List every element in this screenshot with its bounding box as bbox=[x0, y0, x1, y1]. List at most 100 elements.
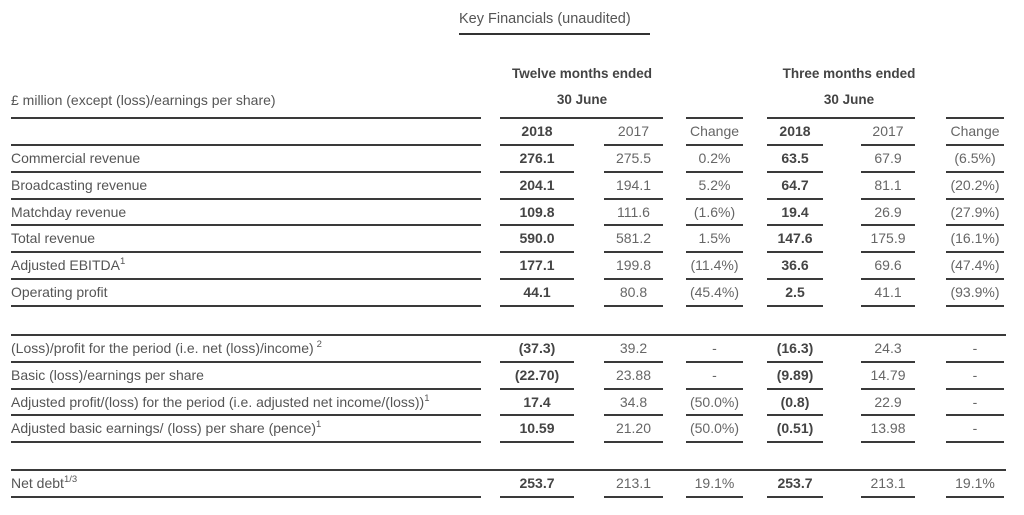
table-cell: (45.4%) bbox=[689, 284, 740, 300]
table-cell: 19.4 bbox=[781, 203, 809, 220]
row-rule bbox=[11, 441, 481, 443]
row-label: Net debt1/3 bbox=[11, 473, 77, 493]
row-rule bbox=[686, 171, 743, 173]
row-rule bbox=[11, 171, 481, 173]
row-label-text: Adjusted basic earnings/ (loss) per shar… bbox=[11, 420, 317, 437]
column-header: Change bbox=[950, 123, 1000, 139]
table-cell: (11.4%) bbox=[690, 257, 739, 274]
footnote-marker: 1 bbox=[119, 256, 126, 268]
row-rule bbox=[767, 361, 823, 363]
row-rule bbox=[11, 198, 481, 200]
table-cell: 2.5 bbox=[785, 284, 805, 300]
header-rule bbox=[946, 117, 1004, 119]
table-cell: 26.9 bbox=[874, 203, 902, 220]
table-cell: 204.1 bbox=[519, 176, 555, 193]
table-cell: 41.1 bbox=[874, 284, 902, 300]
row-rule bbox=[604, 388, 663, 390]
row-rule bbox=[11, 305, 481, 307]
column-header: 2017 bbox=[617, 123, 650, 139]
row-rule bbox=[686, 388, 743, 390]
row-rule bbox=[500, 496, 574, 498]
table-cell: 19.1% bbox=[694, 475, 735, 491]
row-rule bbox=[861, 198, 915, 200]
row-label-text: Matchday revenue bbox=[11, 203, 127, 220]
row-rule bbox=[767, 198, 823, 200]
row-label: Adjusted basic earnings/ (loss) per shar… bbox=[11, 418, 321, 438]
row-rule bbox=[500, 361, 574, 363]
table-cell: (27.9%) bbox=[950, 203, 1000, 220]
group-header-twelve-months: Twelve months ended 30 June bbox=[511, 66, 653, 107]
header-rule bbox=[686, 117, 743, 119]
row-rule bbox=[946, 144, 1004, 146]
table-cell: (6.5%) bbox=[954, 150, 996, 166]
table-cell: (50.0%) bbox=[689, 420, 740, 437]
section-rule bbox=[11, 334, 1006, 336]
row-rule bbox=[861, 305, 915, 307]
table-cell: (93.9%) bbox=[950, 284, 1000, 300]
row-label-text: Adjusted EBITDA bbox=[11, 257, 120, 274]
row-rule bbox=[686, 305, 743, 307]
row-rule bbox=[604, 251, 663, 253]
row-rule bbox=[604, 361, 663, 363]
table-cell: 199.8 bbox=[615, 257, 652, 274]
row-rule bbox=[946, 496, 1004, 498]
row-rule bbox=[946, 278, 1004, 280]
row-label: (Loss)/profit for the period (i.e. net (… bbox=[11, 338, 322, 358]
header-rule bbox=[11, 117, 481, 119]
table-cell: 63.5 bbox=[781, 150, 809, 166]
row-rule bbox=[686, 198, 743, 200]
row-rule bbox=[946, 171, 1004, 173]
row-rule bbox=[604, 224, 663, 226]
row-label-text: Basic (loss)/earnings per share bbox=[11, 366, 204, 383]
table-cell: 17.4 bbox=[523, 393, 551, 410]
row-rule bbox=[861, 388, 915, 390]
table-cell: 147.6 bbox=[777, 230, 813, 247]
row-rule bbox=[946, 305, 1004, 307]
column-header: 2018 bbox=[521, 123, 553, 139]
row-rule bbox=[604, 144, 663, 146]
row-rule bbox=[946, 224, 1004, 226]
table-cell: 10.59 bbox=[519, 420, 555, 437]
row-rule bbox=[500, 198, 574, 200]
footnote-marker: 1/3 bbox=[63, 474, 78, 485]
row-rule bbox=[767, 496, 823, 498]
table-cell: 44.1 bbox=[523, 284, 551, 300]
table-cell: (22.70) bbox=[514, 366, 560, 383]
row-rule bbox=[500, 171, 574, 173]
row-label-text: Adjusted profit/(loss) for the period (i… bbox=[11, 393, 425, 410]
table-cell: - bbox=[972, 366, 978, 383]
row-rule bbox=[686, 496, 743, 498]
table-cell: (20.2%) bbox=[950, 176, 1000, 193]
row-rule bbox=[11, 496, 481, 498]
row-rule bbox=[604, 198, 663, 200]
column-header: 2018 bbox=[779, 123, 811, 139]
row-label: Basic (loss)/earnings per share bbox=[11, 365, 204, 385]
table-cell: 21.20 bbox=[615, 420, 652, 437]
header-rule bbox=[767, 117, 915, 119]
table-cell: 213.1 bbox=[870, 475, 906, 491]
row-rule bbox=[861, 251, 915, 253]
row-rule bbox=[500, 224, 574, 226]
table-cell: 109.8 bbox=[519, 203, 555, 220]
row-rule bbox=[767, 388, 823, 390]
table-cell: 111.6 bbox=[617, 203, 650, 220]
table-cell: (50.0%) bbox=[689, 393, 740, 410]
row-rule bbox=[861, 496, 915, 498]
row-rule bbox=[500, 278, 574, 280]
table-cell: 67.9 bbox=[874, 150, 902, 166]
row-rule bbox=[861, 144, 915, 146]
table-cell: - bbox=[972, 420, 978, 437]
row-label: Commercial revenue bbox=[11, 148, 140, 168]
row-rule bbox=[11, 278, 481, 280]
table-cell: 24.3 bbox=[874, 340, 902, 356]
header-rule bbox=[500, 117, 663, 119]
row-label-text: Commercial revenue bbox=[11, 150, 141, 166]
row-rule bbox=[686, 251, 743, 253]
table-cell: 581.2 bbox=[615, 230, 652, 247]
row-rule bbox=[767, 414, 823, 416]
table-cell: 80.8 bbox=[619, 284, 648, 300]
row-rule bbox=[767, 251, 823, 253]
row-rule bbox=[686, 278, 743, 280]
row-rule bbox=[604, 305, 663, 307]
row-rule bbox=[500, 441, 574, 443]
